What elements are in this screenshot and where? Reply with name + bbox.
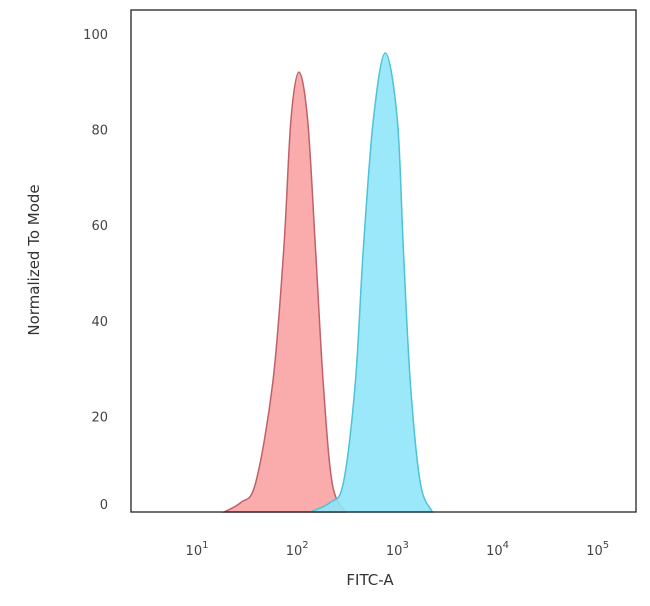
y-axis-label: Normalized To Mode — [25, 184, 43, 335]
x-tick-exponent: 2 — [302, 540, 308, 551]
y-tick-label: 100 — [83, 28, 108, 43]
histogram-series-2 — [309, 52, 434, 513]
x-tick-exponent: 4 — [503, 540, 509, 551]
x-tick-exponent: 3 — [402, 540, 408, 551]
y-tick-label: 80 — [91, 124, 108, 139]
x-tick-base: 10 — [586, 544, 603, 559]
x-tick-base: 10 — [286, 544, 303, 559]
x-tick-label: 102 — [286, 540, 309, 559]
x-tick-base: 10 — [486, 544, 503, 559]
y-tick-label: 40 — [91, 315, 108, 330]
histogram-series-1 — [221, 71, 347, 513]
x-tick-label: 105 — [586, 540, 609, 559]
x-tick-label: 103 — [386, 540, 409, 559]
x-tick-base: 10 — [186, 544, 203, 559]
x-axis-label: FITC-A — [346, 571, 394, 589]
x-tick-exponent: 1 — [202, 540, 208, 551]
y-tick-label: 20 — [91, 410, 108, 425]
x-tick-base: 10 — [386, 544, 403, 559]
plot-frame — [130, 9, 637, 513]
y-tick-label: 0 — [100, 498, 108, 513]
x-tick-label: 104 — [486, 540, 509, 559]
x-tick-exponent: 5 — [603, 540, 609, 551]
x-tick-label: 101 — [186, 540, 209, 559]
y-tick-label: 60 — [91, 219, 108, 234]
